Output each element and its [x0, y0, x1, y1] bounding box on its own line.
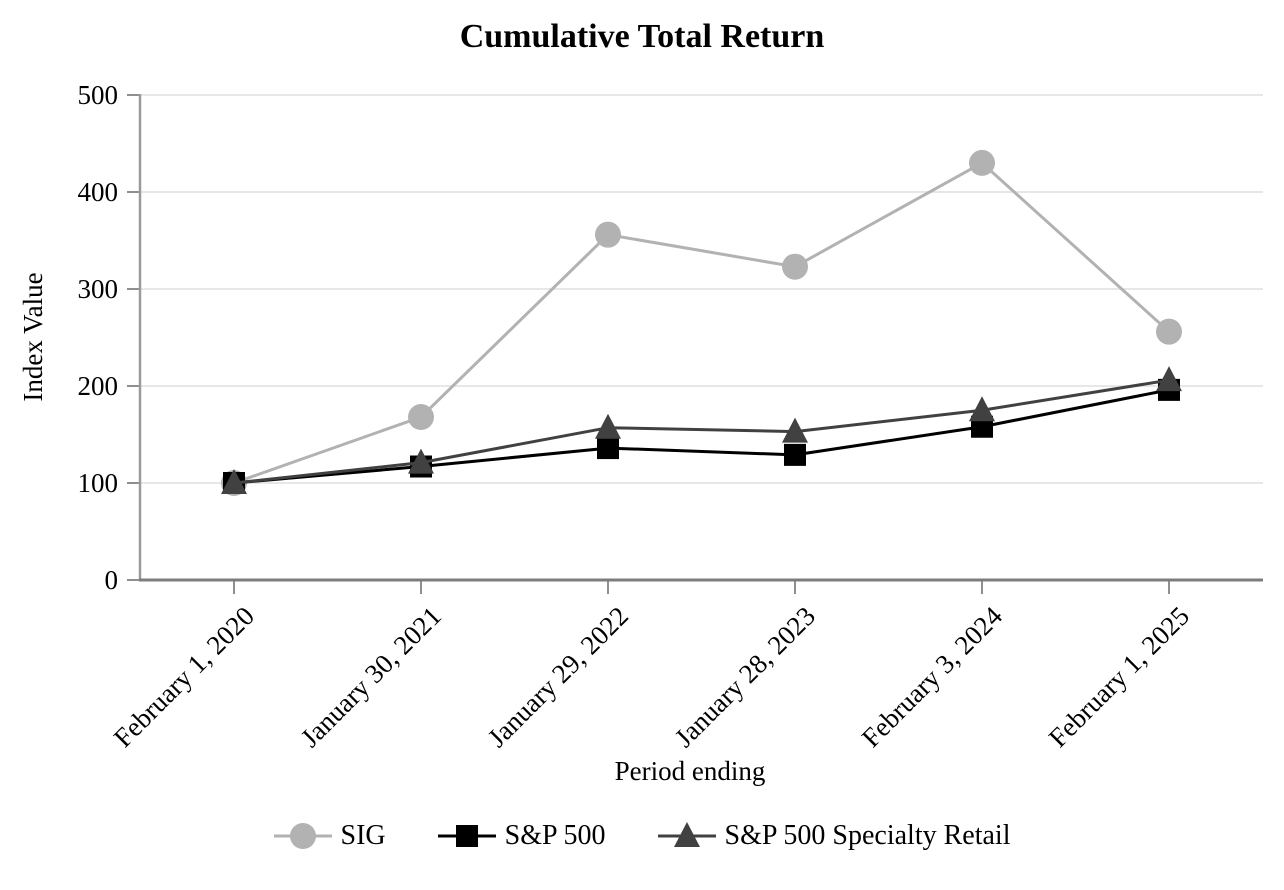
x-tick-label: January 29, 2022: [482, 601, 634, 753]
y-tick-label: 400: [78, 177, 119, 207]
legend-swatch: [273, 823, 332, 849]
series-circle: [221, 149, 1182, 496]
square-marker: [784, 443, 806, 466]
circle-marker: [782, 253, 808, 280]
circle-marker: [969, 149, 995, 176]
circle-marker: [408, 404, 434, 431]
legend-swatch: [437, 825, 496, 847]
x-axis-ticks: February 1, 2020 January 30, 2021 January …: [108, 581, 1195, 753]
circle-marker: [1156, 318, 1182, 345]
triangle-marker: [782, 417, 808, 443]
triangle-marker: [408, 448, 434, 474]
legend-item: S&P 500 Specialty Retail: [657, 818, 1011, 854]
y-tick-label: 500: [78, 80, 119, 110]
triangle-marker: [673, 822, 700, 847]
x-axis-title: Period ending: [615, 756, 766, 786]
series-line: [233, 388, 1170, 485]
legend: SIG S&P 500 S&P 500 Specialty Retail: [0, 818, 1284, 854]
triangle-marker: [1156, 366, 1182, 392]
x-tick-label: February 1, 2020: [108, 601, 260, 753]
circle-marker: [289, 823, 316, 849]
legend-label: S&P 500 Specialty Retail: [724, 820, 1011, 851]
series-lines: [221, 149, 1182, 496]
x-tick-label: January 30, 2021: [295, 601, 447, 753]
triangle-marker: [969, 396, 995, 422]
legend-label: SIG: [340, 820, 386, 851]
legend-label: S&P 500: [504, 820, 606, 851]
y-axis-title: Index Value: [18, 272, 48, 401]
series-line: [233, 161, 1171, 485]
legend-item: SIG: [273, 818, 386, 854]
square-marker: [455, 825, 478, 847]
gridlines: [140, 94, 1263, 484]
y-tick-label: 0: [105, 565, 119, 595]
x-tick-label: February 1, 2025: [1043, 601, 1195, 753]
circle-marker: [595, 221, 621, 248]
y-tick-label: 200: [78, 371, 119, 401]
legend-swatch: [657, 822, 716, 847]
x-tick-label: January 28, 2023: [669, 601, 821, 753]
y-tick-label: 300: [78, 274, 119, 304]
square-marker: [597, 437, 619, 460]
series-line: [233, 378, 1170, 485]
series-triangle: [221, 366, 1182, 494]
y-tick-label: 100: [78, 468, 119, 498]
triangle-marker: [595, 413, 621, 439]
legend-item: S&P 500: [437, 818, 606, 854]
x-tick-label: February 3, 2024: [856, 600, 1009, 753]
triangle-marker: [221, 469, 247, 494]
chart-title: Cumulative Total Return: [459, 18, 825, 55]
y-axis-ticks: 0 100 200 300 400 500: [78, 80, 140, 595]
